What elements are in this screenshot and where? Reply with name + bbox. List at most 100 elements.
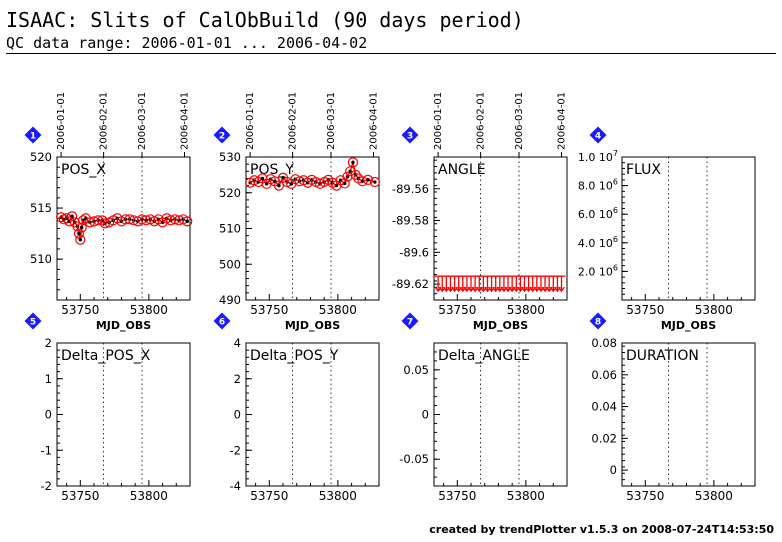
y-tick-label: 0.08 <box>591 336 617 350</box>
y-tick-label: 4 <box>234 336 241 350</box>
badge-diamond-icon <box>401 126 419 144</box>
data-point-dot <box>79 225 84 230</box>
data-point <box>75 234 86 245</box>
data-point <box>347 157 359 168</box>
data-point <box>345 166 356 177</box>
data-point-dot <box>366 178 370 182</box>
panel-number: 6 <box>219 318 225 328</box>
y-tick-label: -89.62 <box>392 277 429 291</box>
x-axis-label: MJD_OBS <box>96 319 151 332</box>
y-tick-label: -2 <box>230 443 241 457</box>
date-tick-label: 2006-04-01 <box>369 92 380 150</box>
x-axis-label: MJD_OBS <box>661 319 716 332</box>
data-point-ring <box>273 180 285 191</box>
data-point-ring <box>350 169 361 180</box>
plot-frame <box>433 156 568 301</box>
data-point-ring <box>73 228 85 239</box>
x-tick-label: 53750 <box>61 489 99 503</box>
y-tick-label: -89.58 <box>392 214 429 228</box>
chart-panel-6: 6 53750 53800 -4 -2 0 2 4 Delta_POS_Y <box>213 312 380 503</box>
y-tick-label: -89.56 <box>392 182 429 196</box>
y-tick-label: 490 <box>219 293 241 307</box>
chart-panel-7: 7 53750 53800 -0.05 0 0.05 Delta_ANGLE <box>399 312 568 503</box>
y-tick-exponent: 6 <box>613 263 618 272</box>
y-tick-label: -89.6 <box>399 245 429 259</box>
data-point-ring <box>362 174 374 185</box>
x-tick-label: 53750 <box>626 489 664 503</box>
y-tick-mantissa: 6.0 10 <box>578 208 613 221</box>
panel-number: 4 <box>595 132 601 142</box>
panel-label: Delta_POS_Y <box>250 348 339 364</box>
y-tick-label: -1 <box>41 443 52 457</box>
y-tick-mantissa: 2.0 10 <box>578 265 613 278</box>
data-point-dot <box>78 238 83 242</box>
panel-number: 3 <box>407 132 413 142</box>
data-point-dot <box>77 231 81 236</box>
page-title: ISAAC: Slits of CalObBuild (90 days peri… <box>6 8 524 32</box>
date-tick-label: 2006-01-01 <box>245 92 256 150</box>
date-tick-label: 2006-04-01 <box>180 92 191 150</box>
date-tick-label: 2006-03-01 <box>514 92 525 150</box>
y-tick-exponent: 7 <box>613 149 618 158</box>
date-tick-label: 2006-01-01 <box>56 92 67 150</box>
x-tick-label: 53750 <box>250 303 288 317</box>
data-point-dot <box>334 183 339 188</box>
plot-frame <box>56 342 191 487</box>
badge-diamond-icon <box>213 312 231 330</box>
data-point <box>557 275 566 293</box>
data-point-dot <box>373 180 377 184</box>
title-divider <box>6 53 776 54</box>
y-tick-label: 515 <box>30 201 52 215</box>
x-tick-label: 53800 <box>130 303 168 317</box>
data-point-ring <box>76 222 87 233</box>
badge-diamond-icon <box>589 126 607 144</box>
chart-panel-2: 2 2006-01-01 2006-02-01 2006-03-01 2006-04-0… <box>213 92 380 332</box>
panel-label: Delta_ANGLE <box>438 348 530 364</box>
data-point-dot <box>338 178 343 182</box>
data-point <box>362 174 374 185</box>
y-tick-label: 2 <box>45 336 52 350</box>
y-tick-label: 0 <box>45 408 52 422</box>
date-tick-label: 2006-03-01 <box>137 92 148 150</box>
y-tick-exponent: 6 <box>613 178 618 187</box>
x-tick-label: 53800 <box>695 303 733 317</box>
x-tick-label: 53750 <box>626 303 664 317</box>
x-tick-label: 53750 <box>438 489 476 503</box>
data-point <box>369 176 380 188</box>
y-tick-exponent: 6 <box>613 206 618 215</box>
y-tick-label: 0 <box>422 408 429 422</box>
footer-credit: created by trendPlotter v1.5.3 on 2008-0… <box>429 523 774 536</box>
y-tick-label: 2 <box>234 372 241 386</box>
y-tick-label: 1.0 107 <box>578 149 618 164</box>
data-point-ring <box>182 216 193 227</box>
badge-diamond-icon <box>213 126 231 144</box>
data-point-dot <box>277 183 281 188</box>
data-point-ring <box>347 157 359 168</box>
x-tick-label: 53800 <box>319 303 357 317</box>
data-point <box>339 178 350 189</box>
y-tick-label: 0.05 <box>403 363 429 377</box>
y-tick-mantissa: 8.0 10 <box>578 180 613 193</box>
panel-number: 5 <box>30 318 36 328</box>
badge-diamond-icon <box>589 312 607 330</box>
date-tick-label: 2006-02-01 <box>288 92 299 150</box>
data-point-ring <box>77 215 89 226</box>
y-tick-label: 1 <box>45 372 52 386</box>
data-point-dot <box>260 176 265 181</box>
chart-panel-8: 8 53750 53800 0 0.02 0.04 0.06 0.08 DURATION <box>589 312 756 503</box>
plot-frame <box>621 342 756 487</box>
y-tick-label: 0.04 <box>591 400 617 414</box>
x-tick-label: 53800 <box>507 303 545 317</box>
data-point-dot <box>351 160 355 165</box>
data-point-dot <box>185 219 189 224</box>
page-subtitle: QC data range: 2006-01-01 ... 2006-04-02 <box>6 34 368 52</box>
data-point-ring <box>369 176 380 188</box>
panel-label: DURATION <box>626 348 699 364</box>
x-tick-label: 53800 <box>319 489 357 503</box>
data-point-ring <box>75 234 86 245</box>
x-axis-label: MJD_OBS <box>473 319 528 332</box>
y-tick-label: -4 <box>230 479 241 493</box>
y-tick-label: 530 <box>219 150 241 164</box>
